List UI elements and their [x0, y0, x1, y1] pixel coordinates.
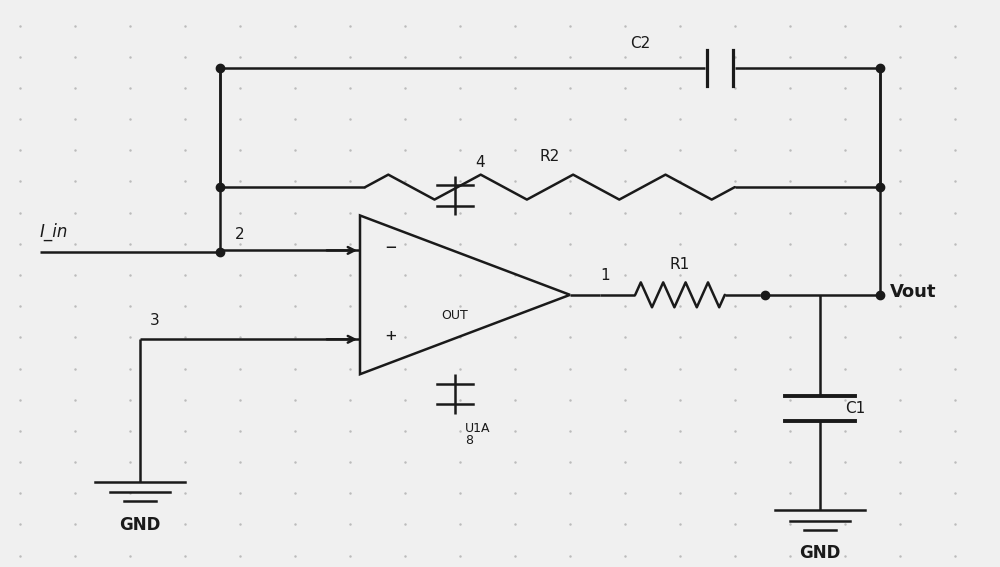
Text: +: + [385, 328, 396, 345]
Text: R2: R2 [540, 150, 560, 164]
Text: C1: C1 [845, 401, 865, 416]
Text: 1: 1 [600, 269, 610, 284]
Text: −: − [385, 239, 396, 256]
Text: C2: C2 [630, 36, 650, 51]
Text: R1: R1 [670, 257, 690, 272]
Text: 2: 2 [235, 227, 245, 242]
Text: 4: 4 [475, 155, 485, 170]
Text: U1A: U1A [465, 422, 490, 435]
Text: 3: 3 [150, 313, 160, 328]
Text: GND: GND [799, 544, 841, 562]
Text: 8: 8 [465, 434, 473, 447]
Text: GND: GND [119, 516, 161, 534]
Text: I_in: I_in [40, 223, 68, 241]
Text: OUT: OUT [442, 309, 468, 322]
Text: Vout: Vout [890, 283, 936, 301]
